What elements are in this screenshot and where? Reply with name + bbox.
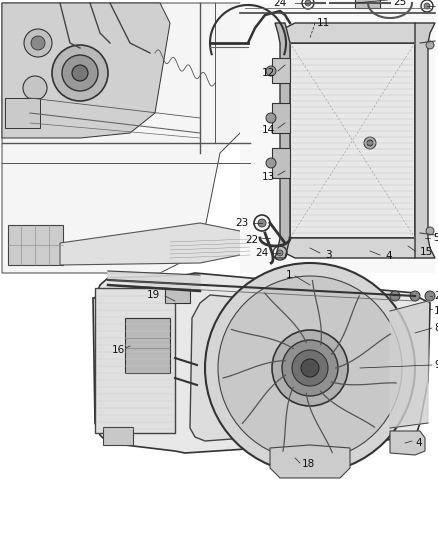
Circle shape [426,227,434,235]
Text: 14: 14 [262,125,275,135]
Text: 2: 2 [434,291,438,301]
Text: 3: 3 [325,250,332,260]
Circle shape [62,55,98,91]
Circle shape [72,65,88,81]
Text: 4: 4 [415,438,422,448]
Circle shape [266,66,276,76]
Text: 17: 17 [434,306,438,316]
Text: 9: 9 [434,360,438,370]
Polygon shape [290,43,415,238]
Circle shape [390,291,400,301]
Bar [355,0,380,8]
Text: 24: 24 [274,0,287,8]
Circle shape [52,45,108,101]
Circle shape [410,291,420,301]
Text: 12: 12 [262,68,275,78]
Circle shape [425,291,435,301]
Polygon shape [2,3,260,273]
Text: 15: 15 [420,247,433,257]
Circle shape [205,263,415,473]
Circle shape [301,359,319,377]
Polygon shape [190,295,400,441]
Text: 24: 24 [255,248,268,258]
Text: 4: 4 [385,251,392,261]
Text: 8: 8 [434,323,438,333]
Circle shape [218,276,402,460]
Text: 19: 19 [147,290,160,300]
Circle shape [367,140,373,146]
Circle shape [292,350,328,386]
Circle shape [266,158,276,168]
Polygon shape [390,301,428,428]
Circle shape [426,41,434,49]
Bar [272,148,290,178]
Circle shape [31,36,45,50]
Text: 16: 16 [112,345,125,355]
Text: 24: 24 [437,1,438,11]
Bar [103,427,133,445]
Circle shape [258,219,266,227]
Circle shape [24,29,52,57]
Polygon shape [270,445,350,478]
Text: 23: 23 [235,218,248,228]
Circle shape [364,137,376,149]
Text: 22: 22 [245,235,258,245]
Text: 5: 5 [433,233,438,243]
Bar [5,98,40,128]
Text: 1: 1 [286,270,292,280]
Text: 25: 25 [393,0,406,7]
Bar [272,103,290,133]
Circle shape [282,340,338,396]
Circle shape [23,76,47,100]
Circle shape [424,3,430,9]
Text: 11: 11 [317,18,330,28]
Polygon shape [240,3,435,273]
Bar [125,318,170,373]
Bar [165,288,190,303]
Polygon shape [415,23,435,258]
Polygon shape [93,273,430,453]
Polygon shape [285,23,420,45]
Circle shape [277,250,283,256]
Bar [95,288,175,433]
Text: 13: 13 [262,172,275,182]
Bar [8,225,63,265]
Polygon shape [390,431,425,455]
Polygon shape [60,223,250,265]
Polygon shape [275,23,290,258]
Polygon shape [108,271,200,291]
Circle shape [266,113,276,123]
Circle shape [272,330,348,406]
Text: 18: 18 [302,459,315,469]
Polygon shape [285,238,420,258]
Circle shape [305,0,311,6]
Bar [272,58,290,83]
Polygon shape [2,3,170,138]
